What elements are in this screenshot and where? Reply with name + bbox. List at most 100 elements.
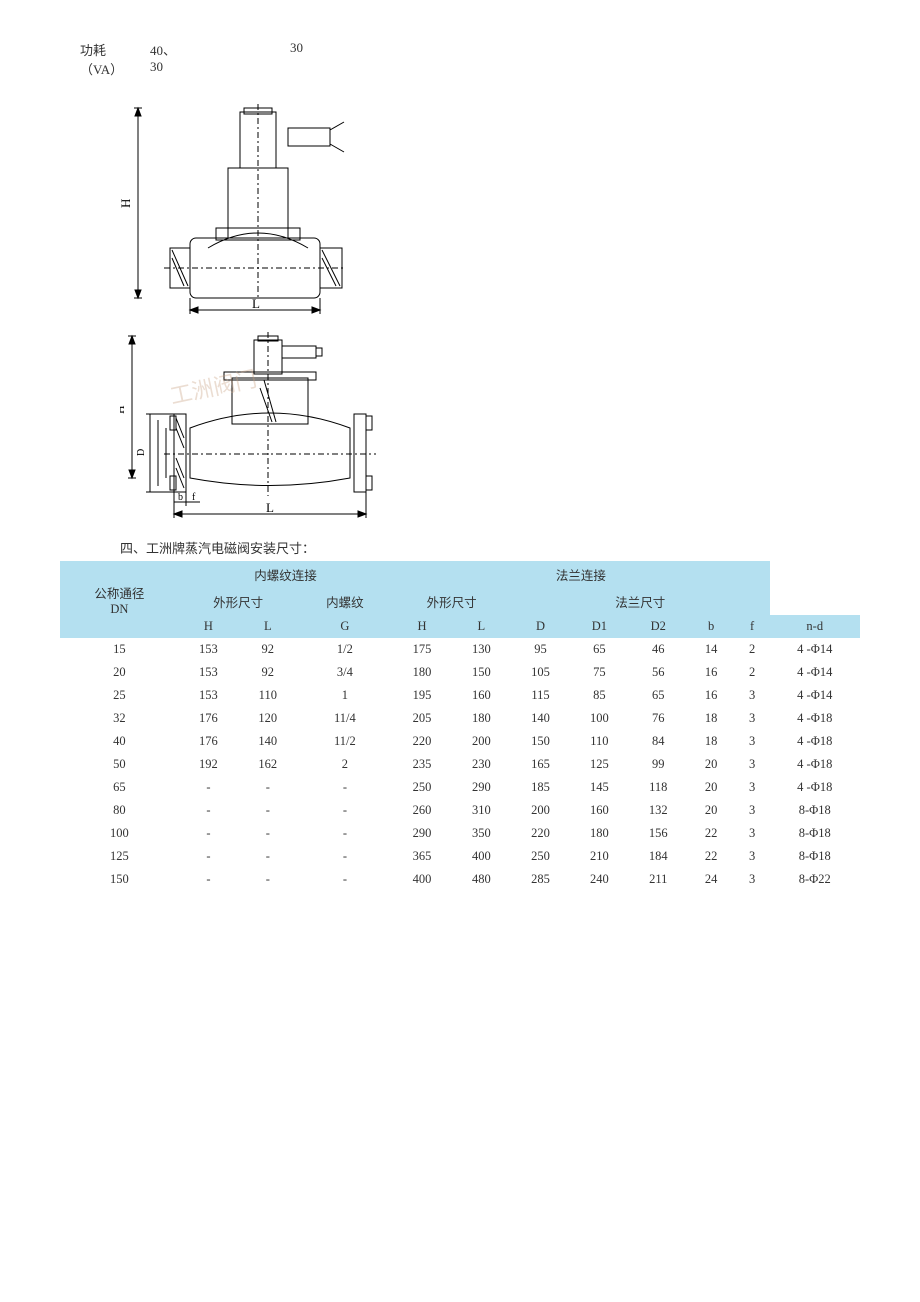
cell-nd: 8-Φ18 <box>770 799 860 822</box>
th-thread-conn: 内螺纹连接 <box>179 561 393 588</box>
table-row: 80---2603102001601322038-Φ18 <box>60 799 860 822</box>
cell-g: 11/2 <box>298 730 393 753</box>
cell-d2: 184 <box>629 845 688 868</box>
th-b: b <box>688 615 735 638</box>
th-flange-conn: 法兰连接 <box>392 561 769 588</box>
cell-g: 1/2 <box>298 638 393 661</box>
power-col-a: 40、 30 <box>150 40 210 78</box>
th-outline-2: 外形尺寸 <box>392 588 511 615</box>
cell-nd: 8-Φ22 <box>770 868 860 891</box>
th-dn: 公称通径 DN <box>60 561 179 638</box>
cell-tl: 92 <box>238 661 297 684</box>
cell-dn: 32 <box>60 707 179 730</box>
dimensions-table: 公称通径 DN 内螺纹连接 法兰连接 外形尺寸 内螺纹 外形尺寸 法兰尺寸 H … <box>60 561 860 891</box>
cell-fl: 130 <box>452 638 511 661</box>
power-a1: 40、 <box>150 40 210 59</box>
cell-d2: 118 <box>629 776 688 799</box>
cell-d1: 85 <box>570 684 629 707</box>
cell-nd: 4 -Φ14 <box>770 684 860 707</box>
cell-fh: 205 <box>392 707 451 730</box>
cell-d1: 180 <box>570 822 629 845</box>
table-row: 150---4004802852402112438-Φ22 <box>60 868 860 891</box>
cell-d1: 145 <box>570 776 629 799</box>
cell-nd: 8-Φ18 <box>770 822 860 845</box>
cell-g: - <box>298 868 393 891</box>
cell-th: - <box>179 868 238 891</box>
cell-d2: 56 <box>629 661 688 684</box>
cell-f: 2 <box>735 638 770 661</box>
cell-fh: 260 <box>392 799 451 822</box>
th-D: D <box>511 615 570 638</box>
cell-g: 3/4 <box>298 661 393 684</box>
th-f: f <box>735 615 770 638</box>
power-b1: 30 <box>210 40 350 56</box>
cell-d: 150 <box>511 730 570 753</box>
cell-f: 3 <box>735 707 770 730</box>
th-flange-dim: 法兰尺寸 <box>511 588 769 615</box>
cell-fl: 230 <box>452 753 511 776</box>
cell-th: - <box>179 845 238 868</box>
cell-fl: 290 <box>452 776 511 799</box>
cell-d2: 99 <box>629 753 688 776</box>
cell-tl: - <box>238 799 297 822</box>
table-row: 3217612011/4205180140100761834 -Φ18 <box>60 707 860 730</box>
cell-d: 285 <box>511 868 570 891</box>
table-row: 501921622235230165125992034 -Φ18 <box>60 753 860 776</box>
cell-d1: 75 <box>570 661 629 684</box>
cell-th: 176 <box>179 707 238 730</box>
th-H1: H <box>179 615 238 638</box>
th-outline-1: 外形尺寸 <box>179 588 298 615</box>
cell-f: 3 <box>735 799 770 822</box>
table-row: 15153921/21751309565461424 -Φ14 <box>60 638 860 661</box>
dim-b-label: b <box>178 492 183 503</box>
cell-f: 3 <box>735 822 770 845</box>
cell-fl: 480 <box>452 868 511 891</box>
th-L2: L <box>452 615 511 638</box>
cell-d1: 65 <box>570 638 629 661</box>
cell-b: 16 <box>688 684 735 707</box>
cell-b: 16 <box>688 661 735 684</box>
cell-dn: 150 <box>60 868 179 891</box>
cell-th: - <box>179 822 238 845</box>
cell-d: 220 <box>511 822 570 845</box>
cell-d: 105 <box>511 661 570 684</box>
cell-g: - <box>298 822 393 845</box>
cell-tl: 140 <box>238 730 297 753</box>
cell-f: 3 <box>735 868 770 891</box>
power-label: 功耗 （VA） <box>60 40 150 78</box>
dim-h-label: H <box>120 199 133 208</box>
cell-fl: 180 <box>452 707 511 730</box>
cell-th: 153 <box>179 638 238 661</box>
cell-g: 2 <box>298 753 393 776</box>
power-unit-text: （VA） <box>80 59 150 78</box>
cell-dn: 20 <box>60 661 179 684</box>
cell-d2: 211 <box>629 868 688 891</box>
cell-d: 200 <box>511 799 570 822</box>
cell-f: 3 <box>735 684 770 707</box>
cell-fh: 250 <box>392 776 451 799</box>
cell-d1: 210 <box>570 845 629 868</box>
th-D2: D2 <box>629 615 688 638</box>
cell-g: 1 <box>298 684 393 707</box>
table-row: 20153923/418015010575561624 -Φ14 <box>60 661 860 684</box>
cell-f: 3 <box>735 730 770 753</box>
cell-d2: 46 <box>629 638 688 661</box>
cell-d2: 84 <box>629 730 688 753</box>
cell-fl: 350 <box>452 822 511 845</box>
cell-nd: 4 -Φ18 <box>770 776 860 799</box>
table-row: 25153110119516011585651634 -Φ14 <box>60 684 860 707</box>
cell-th: 176 <box>179 730 238 753</box>
cell-d: 165 <box>511 753 570 776</box>
th-L1: L <box>238 615 297 638</box>
cell-th: - <box>179 776 238 799</box>
cell-d2: 156 <box>629 822 688 845</box>
table-row: 65---2502901851451182034 -Φ18 <box>60 776 860 799</box>
cell-d: 115 <box>511 684 570 707</box>
cell-b: 20 <box>688 753 735 776</box>
cell-dn: 80 <box>60 799 179 822</box>
cell-f: 3 <box>735 845 770 868</box>
cell-tl: - <box>238 845 297 868</box>
power-col-b: 30 <box>210 40 350 78</box>
cell-d: 95 <box>511 638 570 661</box>
dim-l-label-2: L <box>266 500 274 515</box>
